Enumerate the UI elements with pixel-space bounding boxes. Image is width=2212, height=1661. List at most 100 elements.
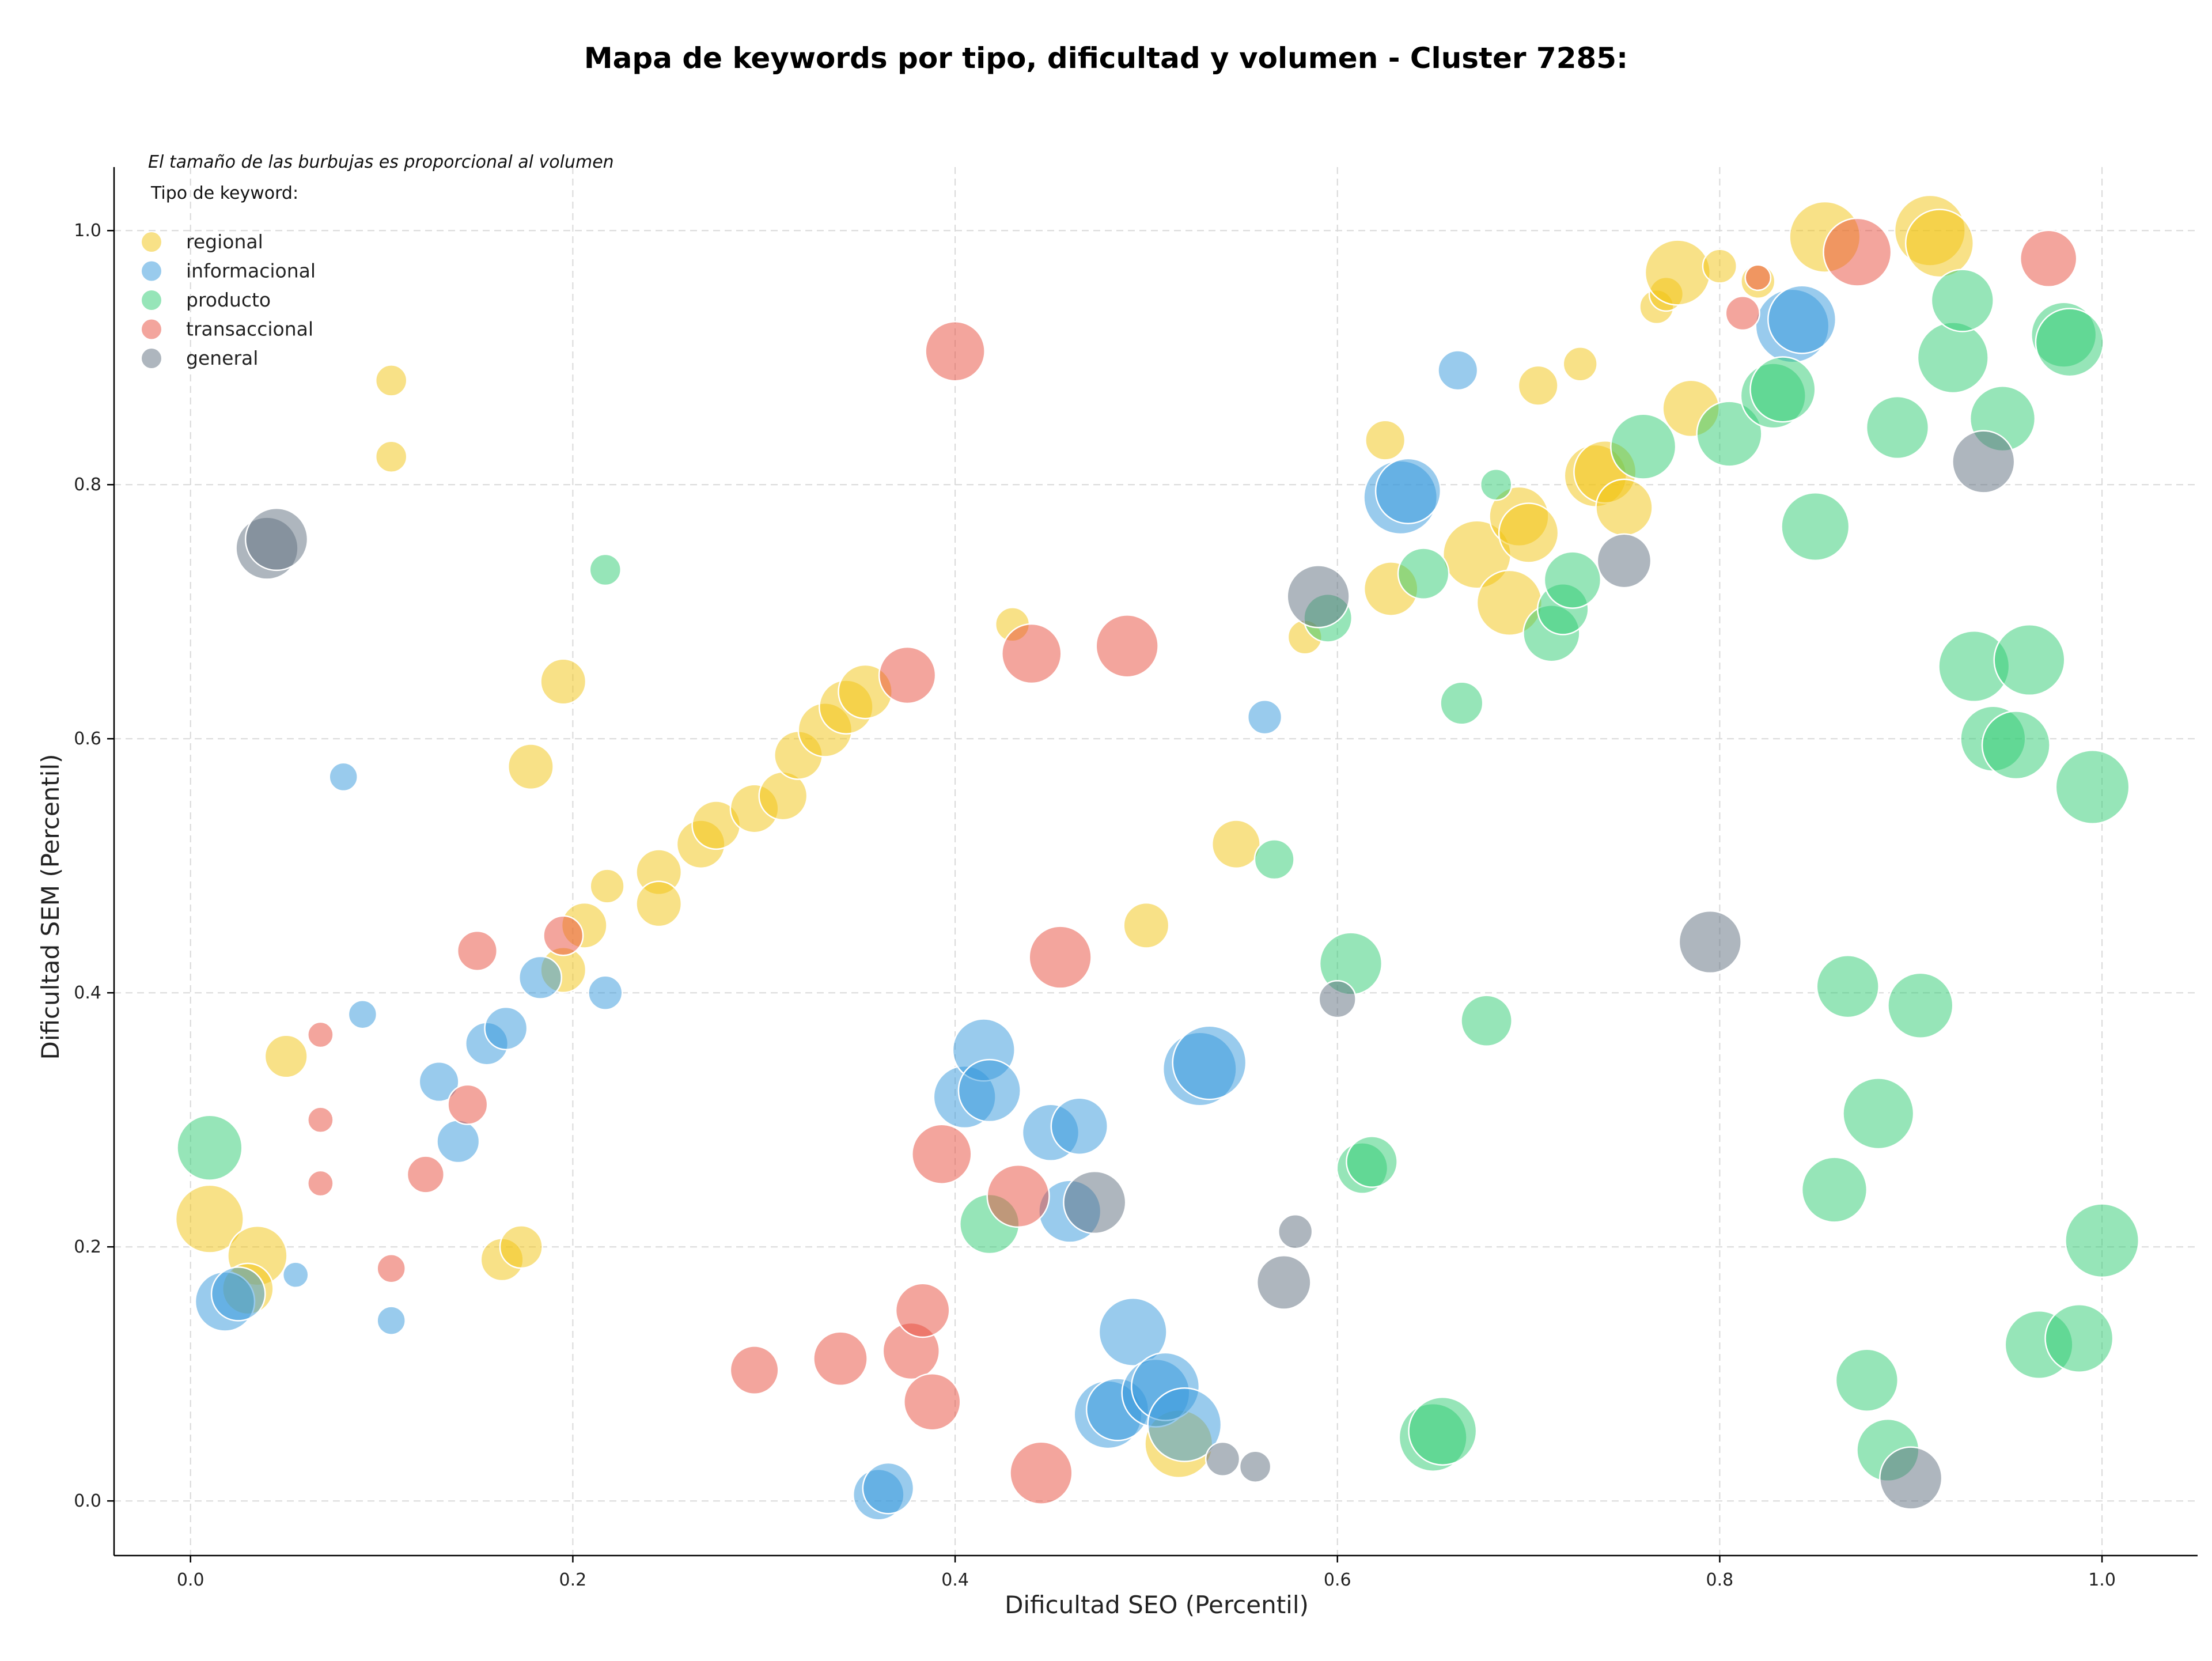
bubble-regional [1562,346,1598,382]
bubble-transaccional [543,915,584,956]
bubble-transaccional [903,1372,961,1431]
bubble-regional [1644,239,1711,306]
legend-marker-producto [142,290,161,310]
bubble-transaccional [307,1170,334,1197]
bubble-regional [1517,365,1559,406]
bubble-producto [2065,1203,2140,1278]
bubble-informacional [1767,285,1837,354]
bubble-producto [1981,710,2051,780]
bubble-regional [507,743,554,790]
legend-label-general: general [186,347,258,369]
legend-label-producto: producto [186,289,271,311]
bubble-informacional [957,1058,1021,1123]
bubble-producto [1816,955,1880,1019]
bubble-producto [1887,972,1954,1039]
bubble-transaccional [1028,925,1092,989]
legend-label-regional: regional [186,230,263,253]
bubble-general [1286,565,1350,629]
bubble-informacional [210,1266,266,1322]
bubble-producto [1916,321,1989,394]
bubble-informacional [328,762,358,792]
bubble-producto [1460,994,1513,1047]
bubble-general [1879,1446,1943,1510]
bubble-regional [1123,902,1170,949]
y-tick-label: 0.0 [74,1491,101,1511]
legend-marker-transaccional [142,319,161,339]
bubble-informacional [347,999,378,1030]
bubble-transaccional [729,1345,779,1395]
bubble-transaccional [376,1253,406,1284]
bubble-producto [1346,1136,1398,1188]
bubble-transaccional [406,1155,445,1194]
bubble-producto [589,553,622,587]
x-tick-label: 0.2 [559,1570,587,1590]
bubble-transaccional [1725,295,1760,331]
bubble-transaccional [447,1084,488,1125]
bubble-informacional [1437,350,1479,391]
bubble-transaccional [813,1331,868,1387]
bubble-producto [1479,468,1513,501]
bubble-producto [1930,268,1994,332]
bubble-general [1596,533,1652,589]
bubble-regional [1904,209,1975,278]
legend-marker-informacional [142,261,161,281]
bubble-general [1278,1214,1313,1250]
bubble-informacional [1147,1387,1222,1462]
bubble-general [244,507,309,572]
bubble-transaccional [911,1123,972,1185]
bubble-informacional [862,1462,915,1515]
bubble-producto [1610,413,1677,480]
bubble-informacional [1098,1297,1168,1367]
x-tick-label: 0.4 [941,1570,969,1590]
bubble-producto [1842,1077,1915,1150]
bubble-informacional [588,975,623,1011]
bubble-general [1238,1450,1272,1483]
bubble-general [1952,430,2016,494]
bubble-transaccional [895,1282,950,1338]
y-tick-label: 0.8 [74,475,101,495]
bubble-layer [175,194,2140,1521]
bubble-regional [175,1184,244,1254]
y-tick-label: 0.6 [74,729,101,749]
bubble-producto [1543,551,1602,609]
bubble-transaccional [1744,264,1772,292]
bubble-informacional [436,1119,480,1164]
bubble-transaccional [925,320,986,382]
y-tick-label: 0.2 [74,1237,101,1257]
grid [114,167,2198,1556]
legend-label-transaccional: transaccional [186,318,313,340]
y-tick-label: 0.4 [74,983,101,1003]
y-tick-label: 1.0 [74,221,101,241]
bubble-regional [264,1034,308,1079]
bubble-regional [1211,819,1261,869]
bubble-transaccional [307,1106,334,1134]
bubble-regional [374,440,408,473]
bubble-regional [540,658,587,705]
x-axis-label: Dificultad SEO (Percentil) [1005,1591,1309,1619]
bubble-regional [499,1225,543,1269]
bubble-producto [2035,308,2104,377]
bubble-producto [1801,1156,1868,1223]
bubble-transaccional [1095,614,1159,678]
axes: 0.0 0.2 0.4 0.6 0.8 1.0 0.0 0.2 0.4 0.6 0.8 1.0 [74,167,2198,1590]
bubble-producto [1993,623,2066,697]
x-tick-label: 1.0 [2088,1570,2116,1590]
bubble-regional [1498,502,1559,563]
x-tick-label: 0.6 [1324,1570,1351,1590]
bubble-transaccional [986,1164,1050,1228]
bubble-regional [589,868,625,904]
x-tick-label: 0.8 [1706,1570,1734,1590]
bubble-transaccional [1001,623,1062,684]
bubble-producto [1440,681,1484,725]
bubble-producto [1696,400,1763,467]
bubble-producto [176,1114,243,1181]
bubble-regional [374,364,408,397]
bubble-informacional [1050,1097,1109,1155]
bubble-informacional [1374,457,1442,524]
bubble-transaccional [1823,217,1892,287]
bubble-regional [1702,248,1738,284]
bubble-producto [1253,839,1295,880]
bubble-informacional [282,1261,309,1289]
bubble-producto [2055,750,2130,824]
